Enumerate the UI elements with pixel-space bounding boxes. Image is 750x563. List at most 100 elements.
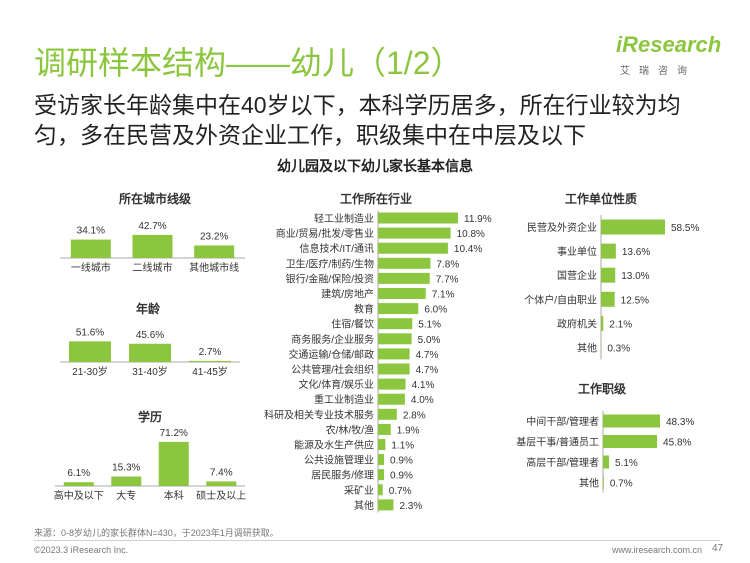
employer-data-label: 58.5%: [671, 223, 699, 234]
age-bar: [69, 341, 111, 362]
edu-data-label: 15.3%: [112, 463, 140, 474]
age-category-label: 31-40岁: [132, 365, 168, 378]
industry-bar: [378, 378, 406, 390]
age-data-label: 51.6%: [76, 327, 104, 338]
industry-bar: [378, 303, 419, 315]
industry-data-label: 5.0%: [418, 335, 441, 346]
edu-bar: [158, 441, 189, 486]
city-bar: [70, 239, 111, 258]
industry-category-label: 公共管理/社会组织: [291, 363, 374, 376]
level-category-label: 高层干部/管理者: [526, 456, 599, 469]
industry-bar: [378, 484, 383, 496]
industry-category-label: 其他: [354, 499, 374, 512]
industry-bar: [378, 499, 394, 511]
age-category-label: 21-30岁: [72, 365, 108, 378]
industry-data-label: 4.0%: [411, 395, 434, 406]
employer-category-label: 政府机关: [557, 317, 597, 330]
brand-name-cn: 艾瑞咨询: [620, 66, 696, 77]
website: www.iresearch.com.cn: [612, 545, 703, 555]
edu-chart-title: 学历: [138, 409, 162, 424]
level-category-label: 基层干事/普通员工: [516, 436, 599, 449]
industry-bar: [378, 469, 385, 481]
industry-category-label: 能源及水生产供应: [294, 439, 374, 452]
city-bar: [132, 234, 173, 258]
edu-category-label: 本科: [164, 489, 184, 502]
employer-bar: [601, 267, 616, 283]
edu-category-label: 高中及以下: [54, 489, 104, 502]
employer-data-label: 2.1%: [609, 319, 632, 330]
edu-bar: [63, 482, 94, 486]
industry-bar: [378, 454, 385, 466]
level-chart-title: 工作职级: [578, 381, 626, 396]
employer-data-label: 12.5%: [621, 295, 649, 306]
industry-category-label: 居民服务/修理: [311, 469, 374, 482]
industry-data-label: 2.3%: [399, 501, 422, 512]
industry-data-label: 0.9%: [390, 456, 413, 467]
main-chart-title: 幼儿园及以下幼儿家长基本信息: [277, 158, 473, 174]
industry-category-label: 银行/金融/保险/投资: [286, 272, 374, 285]
industry-data-label: 0.9%: [390, 471, 413, 482]
employer-bar: [601, 291, 615, 307]
industry-data-label: 11.9%: [464, 214, 492, 225]
industry-data-label: 4.7%: [416, 365, 439, 376]
industry-category-label: 公共设施管理业: [304, 454, 374, 467]
level-data-label: 0.7%: [610, 479, 633, 490]
city-data-label: 23.2%: [200, 231, 228, 242]
age-data-label: 2.7%: [199, 347, 222, 358]
age-data-label: 45.6%: [136, 330, 164, 341]
industry-category-label: 商业/贸易/批发/零售业: [276, 227, 374, 240]
industry-bar: [378, 393, 405, 405]
industry-bar: [378, 272, 430, 284]
edu-data-label: 71.2%: [160, 428, 188, 439]
industry-category-label: 信息技术/IT/通讯: [300, 242, 374, 255]
source-note: 来源：0-8岁幼儿的家长群体N=430，于2023年1月调研获取。: [34, 528, 279, 538]
industry-bar: [378, 348, 410, 360]
employer-bar: [601, 315, 604, 331]
industry-category-label: 重工业制造业: [314, 393, 374, 406]
industry-bar: [378, 242, 448, 254]
brand-logo: iResearch 艾瑞咨询: [616, 32, 721, 80]
employer-category-label: 其他: [577, 342, 597, 355]
industry-category-label: 轻工业制造业: [314, 212, 374, 225]
industry-category-label: 建筑/房地产: [321, 288, 374, 301]
industry-chart-title: 工作所在行业: [340, 191, 412, 206]
age-chart-title: 年龄: [136, 301, 161, 316]
industry-data-label: 10.4%: [454, 244, 482, 255]
industry-bar: [378, 257, 431, 269]
employer-data-label: 0.3%: [607, 344, 630, 355]
city-data-label: 34.1%: [77, 226, 105, 237]
age-bar: [129, 343, 171, 362]
page-number: 47: [712, 543, 724, 554]
industry-category-label: 交通运输/仓储/邮政: [288, 348, 374, 361]
employer-category-label: 国营企业: [557, 269, 597, 282]
edu-category-label: 大专: [116, 489, 136, 502]
industry-data-label: 0.7%: [389, 486, 412, 497]
level-bar: [603, 455, 610, 469]
industry-bar: [378, 333, 412, 345]
industry-category-label: 农/林/牧/渔: [326, 423, 374, 436]
industry-category-label: 科研及相关专业技术服务: [264, 408, 374, 421]
edu-bar: [206, 481, 237, 486]
industry-bar: [378, 212, 458, 224]
level-category-label: 中间干部/管理者: [526, 415, 599, 428]
level-data-label: 45.8%: [663, 438, 691, 449]
industry-category-label: 教育: [354, 303, 374, 316]
age-category-label: 41-45岁: [192, 365, 228, 378]
industry-data-label: 6.0%: [424, 305, 447, 316]
level-bar: [603, 476, 604, 489]
city-category-label: 二线城市: [133, 261, 173, 274]
city-bar: [194, 245, 235, 258]
city-data-label: 42.7%: [138, 221, 166, 232]
industry-data-label: 7.7%: [436, 274, 459, 285]
level-data-label: 5.1%: [615, 458, 638, 469]
employer-bar: [601, 243, 616, 259]
industry-category-label: 卫生/医疗/制药/生物: [286, 257, 374, 270]
city-chart-title: 所在城市线级: [119, 191, 191, 206]
employer-category-label: 个体户/自由职业: [524, 293, 597, 306]
industry-data-label: 7.1%: [432, 290, 455, 301]
industry-data-label: 4.7%: [416, 350, 439, 361]
employer-bar: [601, 219, 665, 235]
industry-data-label: 5.1%: [418, 320, 441, 331]
industry-bar: [378, 227, 451, 239]
